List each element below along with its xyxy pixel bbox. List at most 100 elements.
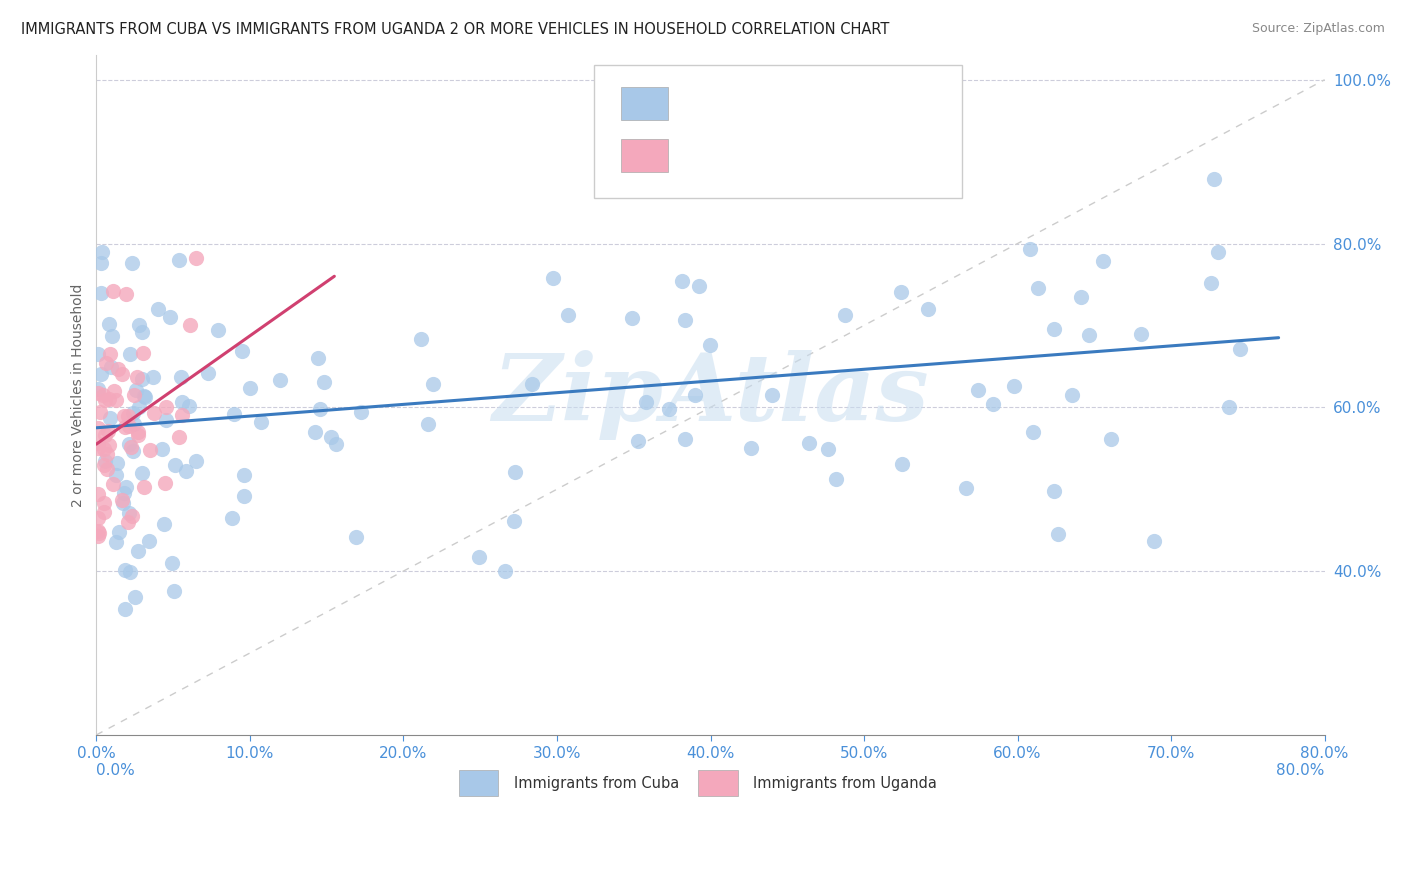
Point: [797, 436, 820, 450]
Point: [167, 430, 190, 444]
FancyBboxPatch shape: [621, 87, 668, 120]
Point: [94, 428, 117, 442]
Point: [319, 430, 342, 444]
Point: [142, 406, 165, 420]
Point: [468, 550, 491, 565]
Point: [97, 438, 120, 452]
Point: [233, 489, 256, 503]
Text: N =  53: N = 53: [821, 145, 884, 163]
Point: [131, 372, 153, 386]
Point: [503, 514, 526, 528]
Text: 80.0%: 80.0%: [1277, 764, 1324, 779]
Point: [349, 405, 371, 419]
Point: [1218, 400, 1240, 414]
Point: [121, 508, 143, 523]
Point: [1204, 171, 1226, 186]
Point: [155, 401, 177, 415]
Point: [131, 346, 153, 360]
Point: [112, 496, 135, 510]
Point: [165, 458, 187, 472]
Point: [155, 413, 177, 427]
Point: [112, 409, 135, 424]
Point: [114, 602, 136, 616]
Point: [115, 287, 138, 301]
Point: [103, 476, 125, 491]
Point: [91, 388, 114, 402]
Point: [825, 471, 848, 485]
Point: [699, 337, 721, 351]
Point: [117, 515, 139, 529]
Point: [1043, 483, 1066, 498]
Point: [1229, 342, 1251, 356]
Point: [118, 506, 141, 520]
Point: [1002, 379, 1025, 393]
Point: [120, 565, 142, 579]
Point: [138, 533, 160, 548]
Point: [134, 390, 156, 404]
Point: [118, 418, 141, 433]
Point: [761, 387, 783, 401]
Point: [1206, 245, 1229, 260]
Point: [127, 428, 149, 442]
Point: [127, 425, 149, 439]
Point: [207, 323, 229, 337]
Y-axis label: 2 or more Vehicles in Household: 2 or more Vehicles in Household: [72, 284, 86, 507]
Point: [150, 442, 173, 457]
Point: [520, 376, 543, 391]
Point: [170, 369, 193, 384]
Point: [124, 388, 146, 402]
Point: [142, 370, 165, 384]
Point: [90, 256, 112, 270]
Point: [1018, 243, 1040, 257]
Text: Immigrants from Uganda: Immigrants from Uganda: [754, 776, 938, 790]
Point: [541, 271, 564, 285]
Point: [122, 443, 145, 458]
Point: [87, 529, 110, 543]
Point: [124, 591, 146, 605]
Point: [1026, 281, 1049, 295]
Point: [1047, 527, 1070, 541]
Point: [87, 525, 110, 540]
Point: [967, 384, 990, 398]
Point: [409, 332, 432, 346]
Point: [125, 383, 148, 397]
Point: [657, 401, 679, 416]
Text: 0.0%: 0.0%: [97, 764, 135, 779]
Point: [139, 442, 162, 457]
Point: [93, 496, 115, 510]
Point: [1070, 290, 1092, 304]
Point: [146, 302, 169, 317]
Text: Immigrants from Cuba: Immigrants from Cuba: [515, 776, 679, 790]
Point: [98, 347, 121, 361]
Point: [105, 467, 128, 482]
Point: [917, 302, 939, 317]
Point: [128, 401, 150, 415]
Point: [494, 564, 516, 578]
Point: [93, 393, 115, 408]
Point: [981, 397, 1004, 411]
Point: [96, 461, 118, 475]
Point: [93, 442, 115, 456]
Point: [87, 436, 110, 450]
Point: [422, 377, 444, 392]
Point: [153, 517, 176, 532]
Point: [179, 318, 201, 333]
Point: [740, 442, 762, 456]
Point: [163, 583, 186, 598]
Point: [122, 417, 145, 431]
Point: [108, 524, 131, 539]
Point: [93, 504, 115, 518]
Point: [131, 325, 153, 339]
Point: [197, 366, 219, 380]
Point: [111, 493, 134, 508]
Point: [231, 344, 253, 359]
Point: [105, 456, 128, 470]
Point: [890, 458, 912, 472]
Point: [557, 309, 579, 323]
Point: [269, 373, 291, 387]
Point: [169, 252, 191, 267]
FancyBboxPatch shape: [458, 771, 498, 796]
Point: [416, 417, 439, 431]
Point: [221, 511, 243, 525]
Point: [134, 480, 156, 494]
